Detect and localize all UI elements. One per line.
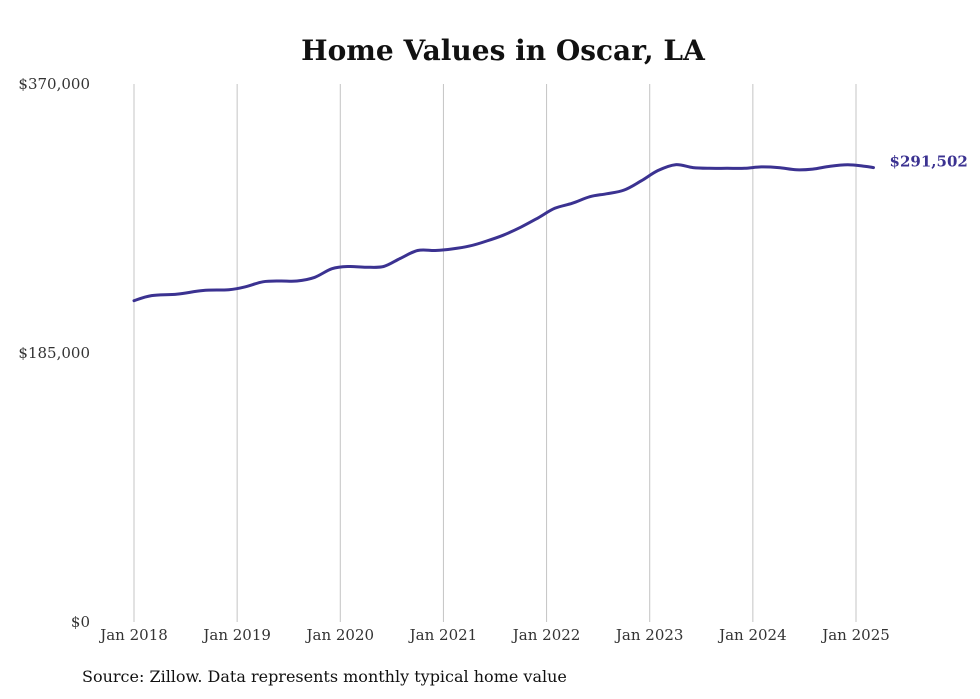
gridlines [133,84,857,622]
x-tick-label: Jan 2019 [201,626,271,644]
series-line [132,163,875,303]
y-tick-label: $0 [71,613,90,631]
x-tick-label: Jan 2024 [717,626,787,644]
x-tick-label: Jan 2021 [408,626,478,644]
x-tick-label: Jan 2018 [98,626,168,644]
x-tick-label: Jan 2020 [305,626,375,644]
y-tick-label: $185,000 [18,344,90,362]
y-tick-label: $370,000 [18,75,90,93]
x-tick-label: Jan 2023 [614,626,684,644]
end-value-label: $291,502 [890,153,968,171]
x-tick-label: Jan 2025 [820,626,890,644]
series-group [132,163,875,303]
x-tick-label: Jan 2022 [511,626,581,644]
chart-title: Home Values in Oscar, LA [301,34,706,67]
source-note: Source: Zillow. Data represents monthly … [82,667,567,686]
x-axis: Jan 2018 Jan 2019 Jan 2020 Jan 2021 Jan 2022… [98,626,890,644]
y-axis: $0 $185,000 $370,000 [18,75,90,631]
